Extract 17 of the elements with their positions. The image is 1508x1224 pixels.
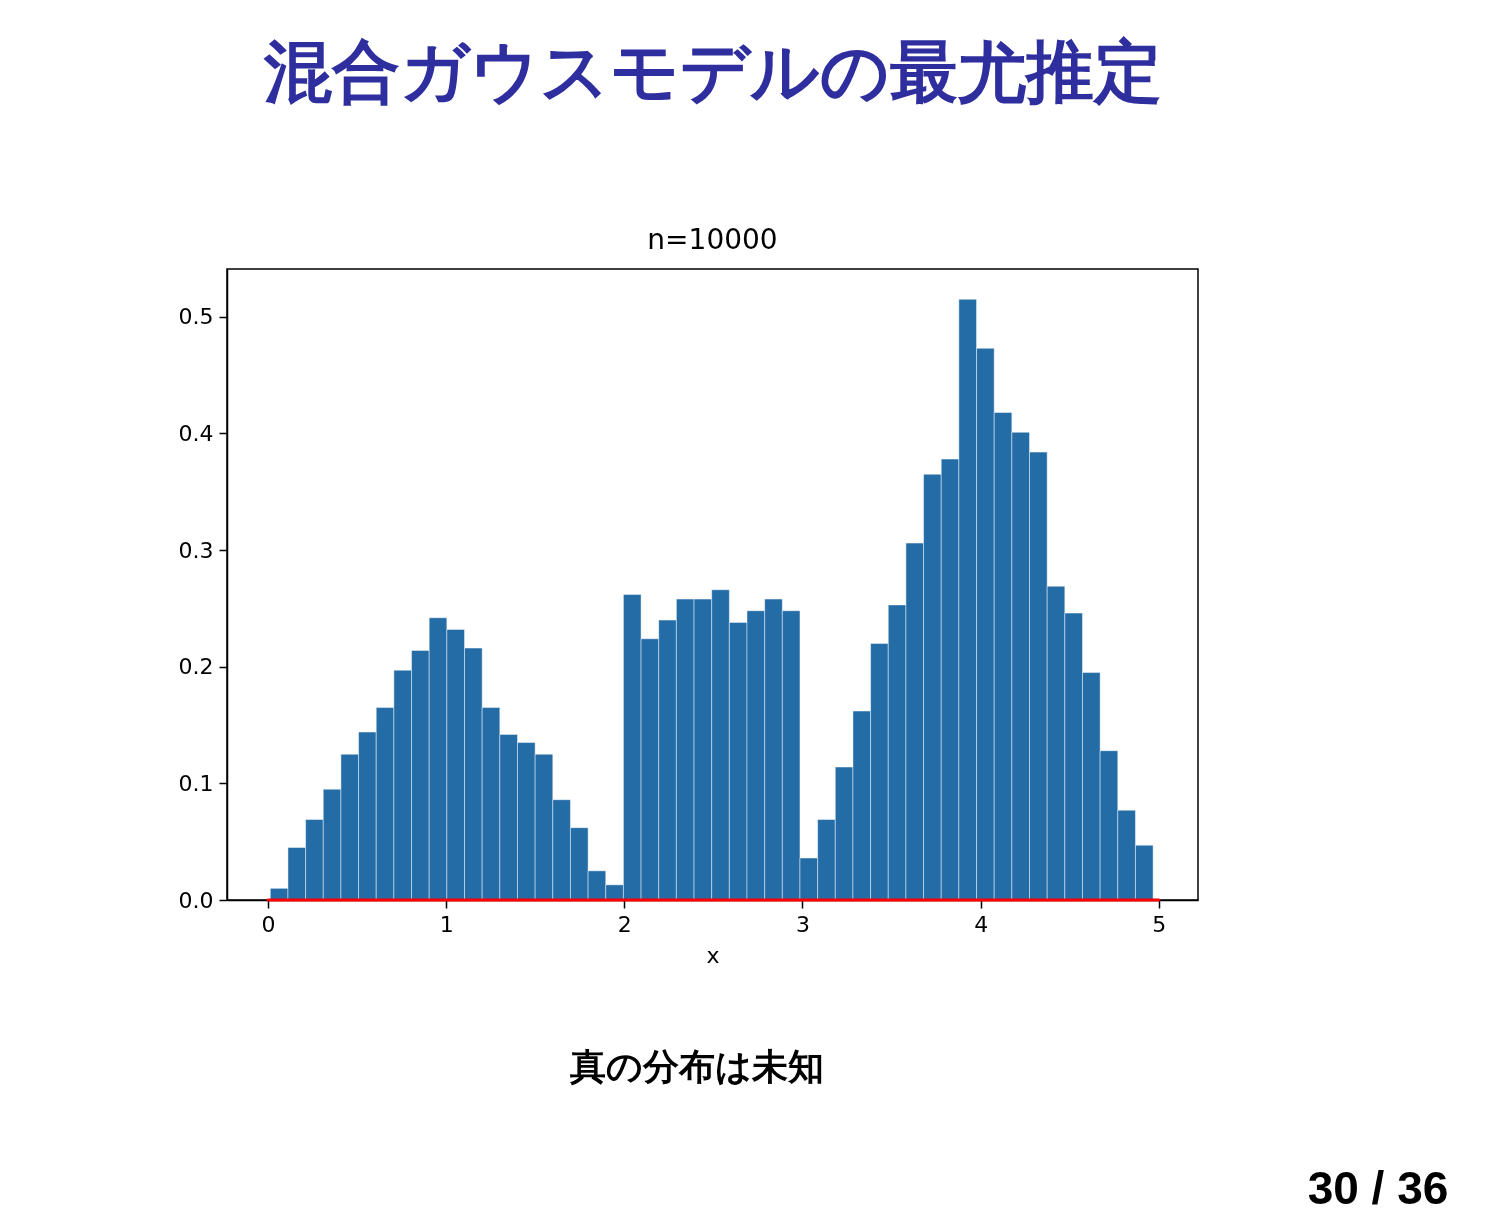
y-tick-label: 0.2	[178, 654, 214, 680]
x-tick-label: 1	[439, 911, 454, 937]
x-tick-label: 3	[795, 911, 810, 937]
x-tick-label: 2	[617, 911, 632, 937]
y-tick-label: 0.3	[178, 537, 214, 563]
y-tick-label: 0.4	[178, 420, 214, 446]
chart-title: 混合ガウスモデルの最尤推定	[262, 32, 1162, 111]
y-tick-label: 0.5	[178, 304, 214, 330]
y-tick-label: 0.0	[178, 887, 214, 913]
chart-subtitle: n=10000	[647, 223, 778, 256]
text: 真の分布は未知	[569, 1046, 824, 1087]
x-tick-label: 5	[1152, 911, 1167, 937]
x-tick-label: 0	[261, 911, 276, 937]
x-tick-label: 4	[974, 911, 989, 937]
text: 30 / 36	[1307, 1162, 1449, 1214]
x-axis-title: x	[706, 942, 720, 968]
y-tick-label: 0.1	[178, 770, 214, 796]
